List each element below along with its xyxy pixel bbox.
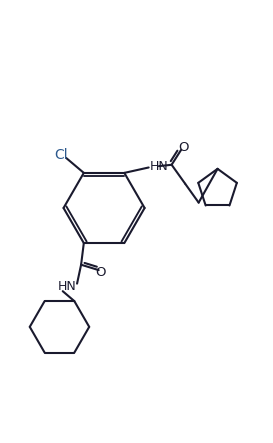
Text: HN: HN [150,159,169,173]
Text: Cl: Cl [54,148,68,162]
Text: HN: HN [58,280,77,293]
Text: O: O [178,141,188,154]
Text: O: O [96,266,106,279]
